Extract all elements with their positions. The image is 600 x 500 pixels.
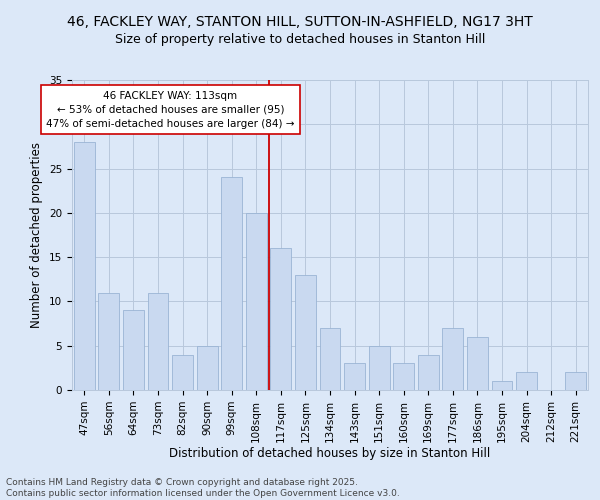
Bar (148, 292, 169, 390)
Bar (491, 381, 512, 390)
Bar (320, 328, 340, 390)
Bar (368, 346, 389, 390)
Bar (271, 248, 292, 390)
Bar (98, 292, 119, 390)
Bar (197, 346, 218, 390)
Text: 46 FACKLEY WAY: 113sqm
← 53% of detached houses are smaller (95)
47% of semi-det: 46 FACKLEY WAY: 113sqm ← 53% of detached… (46, 90, 295, 128)
Text: Contains HM Land Registry data © Crown copyright and database right 2025.
Contai: Contains HM Land Registry data © Crown c… (6, 478, 400, 498)
Bar (516, 372, 537, 390)
Bar (442, 328, 463, 390)
Y-axis label: Number of detached properties: Number of detached properties (31, 142, 43, 328)
Bar (467, 337, 488, 390)
Bar (246, 213, 267, 390)
Bar (295, 275, 316, 390)
Text: Size of property relative to detached houses in Stanton Hill: Size of property relative to detached ho… (115, 32, 485, 46)
X-axis label: Distribution of detached houses by size in Stanton Hill: Distribution of detached houses by size … (169, 448, 491, 460)
Bar (565, 372, 586, 390)
Bar (393, 364, 414, 390)
Bar (172, 354, 193, 390)
Bar (418, 354, 439, 390)
Bar (123, 310, 144, 390)
Text: 46, FACKLEY WAY, STANTON HILL, SUTTON-IN-ASHFIELD, NG17 3HT: 46, FACKLEY WAY, STANTON HILL, SUTTON-IN… (67, 15, 533, 29)
Bar (221, 178, 242, 390)
Bar (74, 142, 95, 390)
Bar (344, 364, 365, 390)
